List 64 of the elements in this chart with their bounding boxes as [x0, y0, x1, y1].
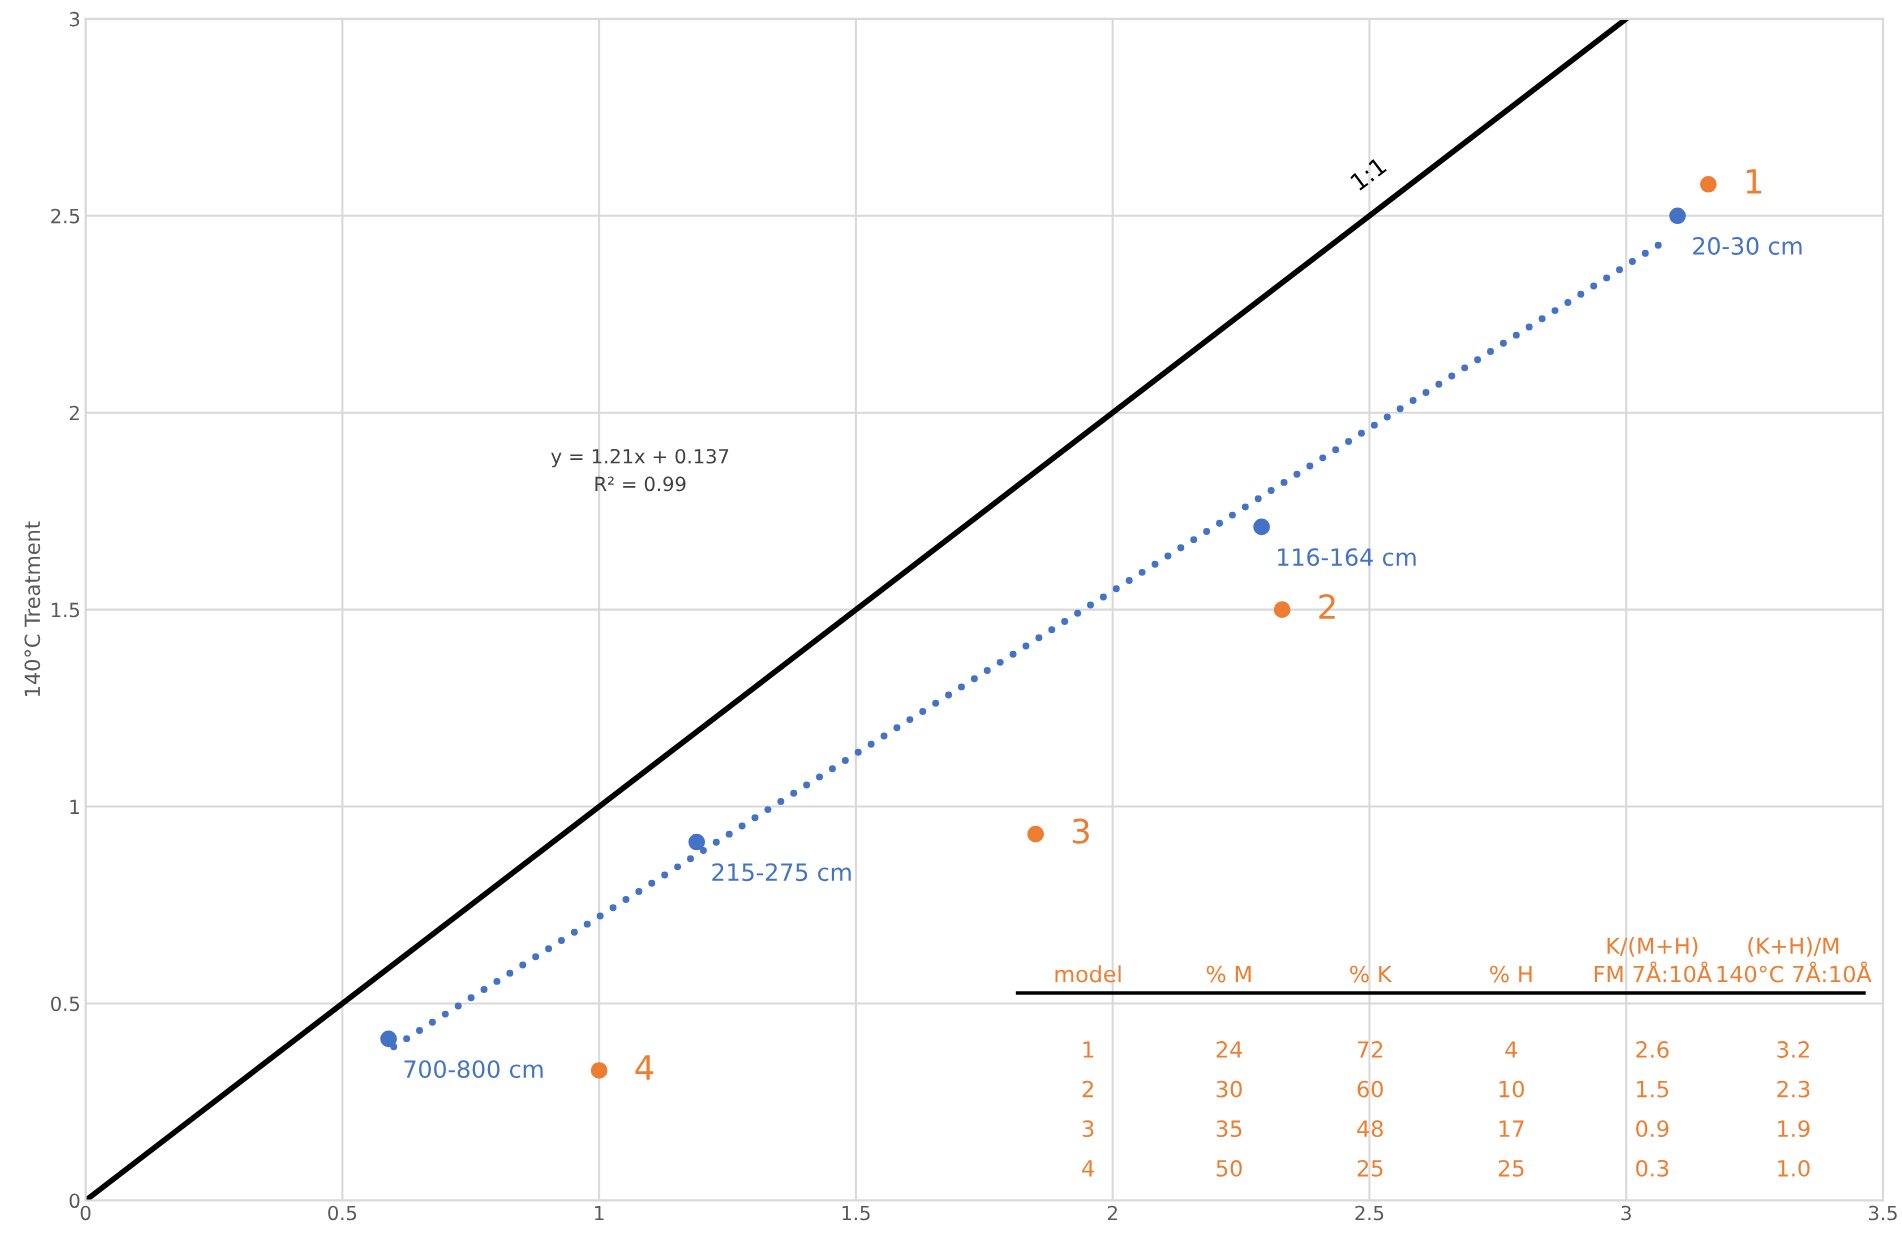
annotation: 1.0 — [1778, 1159, 1810, 1177]
point — [590, 1062, 608, 1079]
point — [380, 1030, 397, 1048]
y-tick-label: 2 — [69, 405, 79, 421]
annotation: % M — [1206, 965, 1251, 983]
annotation: 72 — [1357, 1041, 1383, 1058]
y-axis-title: 140°C Treatment — [24, 521, 41, 697]
annotation: 60 — [1357, 1080, 1383, 1098]
annotation: y = 1.21x + 0.137 R² = 0.99 — [551, 448, 729, 492]
annotation: 700-800 cm — [404, 1060, 543, 1079]
annotation: 3 — [1072, 818, 1089, 844]
y-tick-label: 2.5 — [51, 208, 80, 224]
point — [688, 833, 706, 851]
annotation: 0.3 — [1636, 1159, 1669, 1177]
y-tick-label: 0 — [69, 1193, 80, 1209]
x-tick-label: 3 — [1621, 1205, 1631, 1221]
annotation: 0.9 — [1636, 1120, 1669, 1138]
annotation: 10 — [1499, 1080, 1524, 1098]
annotation: 17 — [1499, 1120, 1524, 1137]
annotation: 2 — [1319, 594, 1335, 619]
annotation: K/(M+H) FM 7Å:10Å — [1594, 937, 1712, 983]
annotation: 116-164 cm — [1278, 548, 1416, 567]
annotation: 215-275 cm — [712, 863, 851, 882]
annotation: 30 — [1216, 1080, 1242, 1098]
y-tick-label: 1.5 — [51, 602, 80, 618]
annotation: 3.2 — [1777, 1041, 1809, 1058]
annotation: model — [1055, 965, 1121, 983]
annotation: 1:1 — [1349, 156, 1387, 191]
x-tick-label: 3.5 — [1869, 1205, 1897, 1221]
point — [1273, 601, 1291, 618]
annotation: 24 — [1216, 1041, 1243, 1058]
annotation: % H — [1490, 965, 1532, 983]
x-tick-label: 1.5 — [842, 1205, 870, 1221]
x-tick-label: 1 — [595, 1205, 604, 1221]
x-tick-label: 2 — [1107, 1205, 1117, 1221]
annotation: 4 — [635, 1055, 654, 1080]
annotation: 1.5 — [1637, 1081, 1669, 1098]
annotation: 3 — [1082, 1120, 1094, 1138]
annotation: 25 — [1498, 1159, 1524, 1177]
annotation: (K+H)/M 140°C 7Å:10Å — [1717, 937, 1872, 983]
annotation: 1 — [1083, 1041, 1094, 1058]
annotation: 1.9 — [1778, 1120, 1810, 1138]
x-tick-label: 0.5 — [328, 1205, 357, 1221]
point — [1669, 207, 1686, 225]
y-tick-label: 0.5 — [51, 996, 80, 1012]
annotation: 48 — [1357, 1120, 1383, 1138]
annotation: 20-30 cm — [1693, 237, 1802, 255]
x-tick-label: 2.5 — [1355, 1205, 1384, 1221]
annotation: 2.3 — [1777, 1080, 1810, 1098]
y-tick-label: 3 — [69, 11, 80, 27]
annotation: 2.6 — [1636, 1041, 1669, 1058]
annotation: 4 — [1082, 1160, 1094, 1177]
point — [1027, 825, 1044, 843]
y-tick-label: 1 — [70, 799, 79, 814]
annotation: 25 — [1357, 1159, 1383, 1177]
annotation: 4 — [1505, 1041, 1518, 1058]
annotation: % K — [1350, 965, 1393, 983]
annotation: 35 — [1216, 1120, 1242, 1138]
annotation: 2 — [1082, 1080, 1093, 1098]
point — [1700, 175, 1717, 193]
x-tick-label: 0 — [80, 1205, 91, 1221]
annotation: 50 — [1216, 1159, 1242, 1177]
point — [1253, 518, 1270, 536]
annotation: 1 — [1746, 169, 1762, 194]
